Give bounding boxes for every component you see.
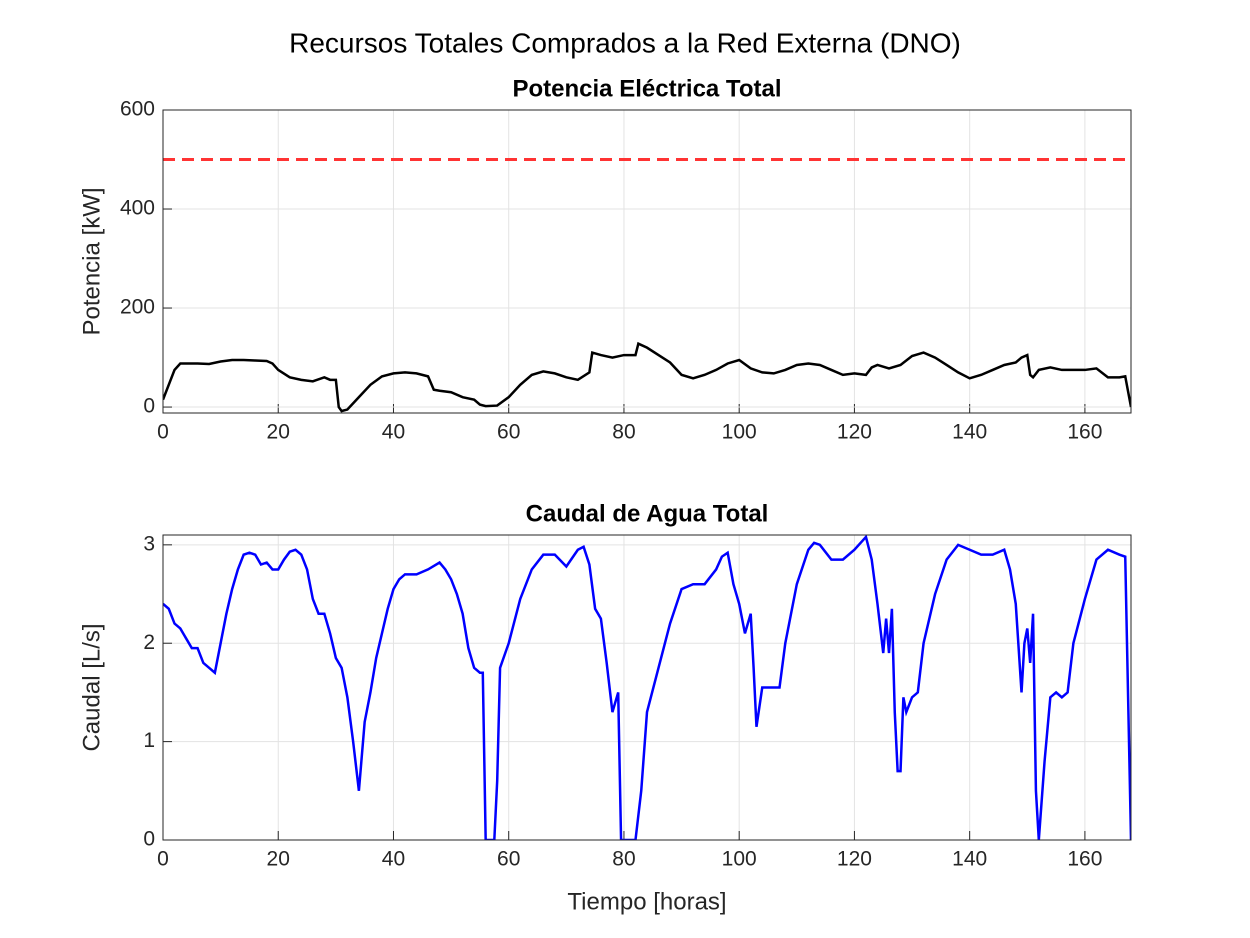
y-axis-label: Caudal [L/s] — [78, 623, 105, 751]
x-tick-label: 120 — [837, 421, 872, 444]
y-tick-label: 200 — [120, 296, 155, 319]
x-tick-label: 40 — [382, 848, 405, 871]
x-tick-label: 20 — [267, 848, 290, 871]
y-tick-label: 2 — [143, 631, 155, 654]
x-tick-label: 120 — [837, 848, 872, 871]
y-tick-label: 0 — [143, 395, 155, 418]
data-line — [163, 535, 1131, 840]
y-tick-label: 3 — [143, 532, 155, 555]
axes-frame — [162, 534, 1132, 841]
x-tick-label: 80 — [612, 848, 635, 871]
x-tick-label: 0 — [157, 848, 169, 871]
figure-title: Recursos Totales Comprados a la Red Exte… — [289, 27, 961, 58]
y-tick-label: 0 — [143, 828, 155, 851]
data-line — [163, 341, 1131, 413]
x-tick-label: 140 — [952, 848, 987, 871]
chart-title: Potencia Eléctrica Total — [513, 75, 782, 102]
x-tick-label: 40 — [382, 421, 405, 444]
y-tick-label: 1 — [143, 729, 155, 752]
x-tick-label: 60 — [497, 848, 520, 871]
x-tick-label: 160 — [1067, 421, 1102, 444]
y-tick-label: 400 — [120, 197, 155, 220]
y-tick-label: 600 — [120, 98, 155, 121]
x-tick-label: 140 — [952, 421, 987, 444]
x-axis-label: Tiempo [horas] — [567, 888, 726, 915]
x-tick-label: 100 — [722, 848, 757, 871]
x-tick-label: 160 — [1067, 848, 1102, 871]
x-tick-label: 0 — [157, 421, 169, 444]
x-tick-label: 100 — [722, 421, 757, 444]
axes-frame — [162, 109, 1132, 414]
plot-area — [163, 110, 1131, 413]
x-tick-label: 20 — [267, 421, 290, 444]
chart-title: Caudal de Agua Total — [526, 500, 769, 527]
y-axis-label: Potencia [kW] — [78, 187, 105, 335]
x-tick-label: 80 — [612, 421, 635, 444]
x-tick-label: 60 — [497, 421, 520, 444]
